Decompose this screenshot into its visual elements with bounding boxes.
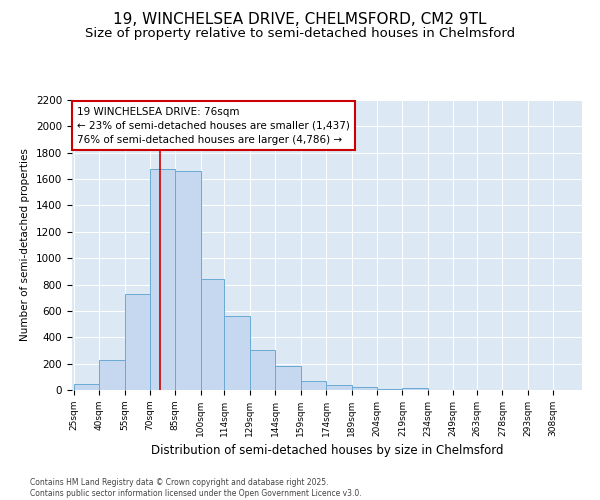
Bar [377, 388, 403, 390]
Bar [250, 350, 275, 390]
Text: 19 WINCHELSEA DRIVE: 76sqm
← 23% of semi-detached houses are smaller (1,437)
76%: 19 WINCHELSEA DRIVE: 76sqm ← 23% of semi… [77, 106, 350, 144]
Bar [201, 280, 224, 390]
X-axis label: Distribution of semi-detached houses by size in Chelmsford: Distribution of semi-detached houses by … [151, 444, 503, 458]
Bar [150, 168, 175, 390]
Text: Size of property relative to semi-detached houses in Chelmsford: Size of property relative to semi-detach… [85, 28, 515, 40]
Bar [403, 388, 428, 390]
Text: 19, WINCHELSEA DRIVE, CHELMSFORD, CM2 9TL: 19, WINCHELSEA DRIVE, CHELMSFORD, CM2 9T… [113, 12, 487, 28]
Bar [99, 360, 125, 390]
Text: Contains HM Land Registry data © Crown copyright and database right 2025.
Contai: Contains HM Land Registry data © Crown c… [30, 478, 362, 498]
Bar [175, 171, 201, 390]
Bar [352, 388, 377, 390]
Bar [224, 316, 250, 390]
Bar [74, 384, 99, 390]
Bar [301, 382, 326, 390]
Y-axis label: Number of semi-detached properties: Number of semi-detached properties [20, 148, 31, 342]
Bar [275, 366, 301, 390]
Bar [326, 386, 352, 390]
Bar [125, 294, 150, 390]
